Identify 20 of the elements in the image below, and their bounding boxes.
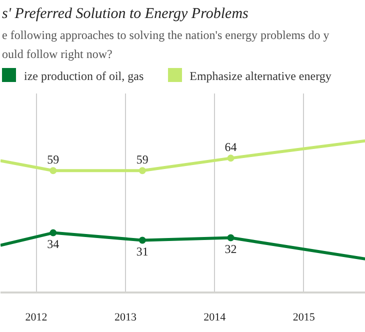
data-label: 34	[47, 236, 60, 251]
legend-label: Emphasize alternative energy	[188, 68, 332, 85]
chart-subtitle: e following approaches to solving the nation's energy problems do y ould follow right now?	[2, 27, 330, 63]
point	[50, 229, 57, 236]
data-label: 31	[136, 244, 148, 258]
data-label: 59	[136, 152, 148, 167]
x-tick-label: 2014	[204, 312, 226, 324]
data-label: 64	[224, 140, 237, 154]
data-label: 32	[224, 242, 237, 256]
point	[138, 236, 146, 244]
point	[227, 234, 234, 242]
data-label: 59	[47, 152, 60, 167]
legend-label: ize production of oil, gas	[23, 68, 144, 85]
point	[50, 167, 57, 174]
point	[138, 167, 146, 174]
x-tick-label: 2015	[292, 312, 316, 324]
point	[227, 154, 234, 162]
chart-title: s' Preferred Solution to Energy Problems	[2, 5, 248, 24]
x-tick-label: 2012	[25, 312, 48, 324]
x-tick-label: 2013	[114, 312, 137, 324]
